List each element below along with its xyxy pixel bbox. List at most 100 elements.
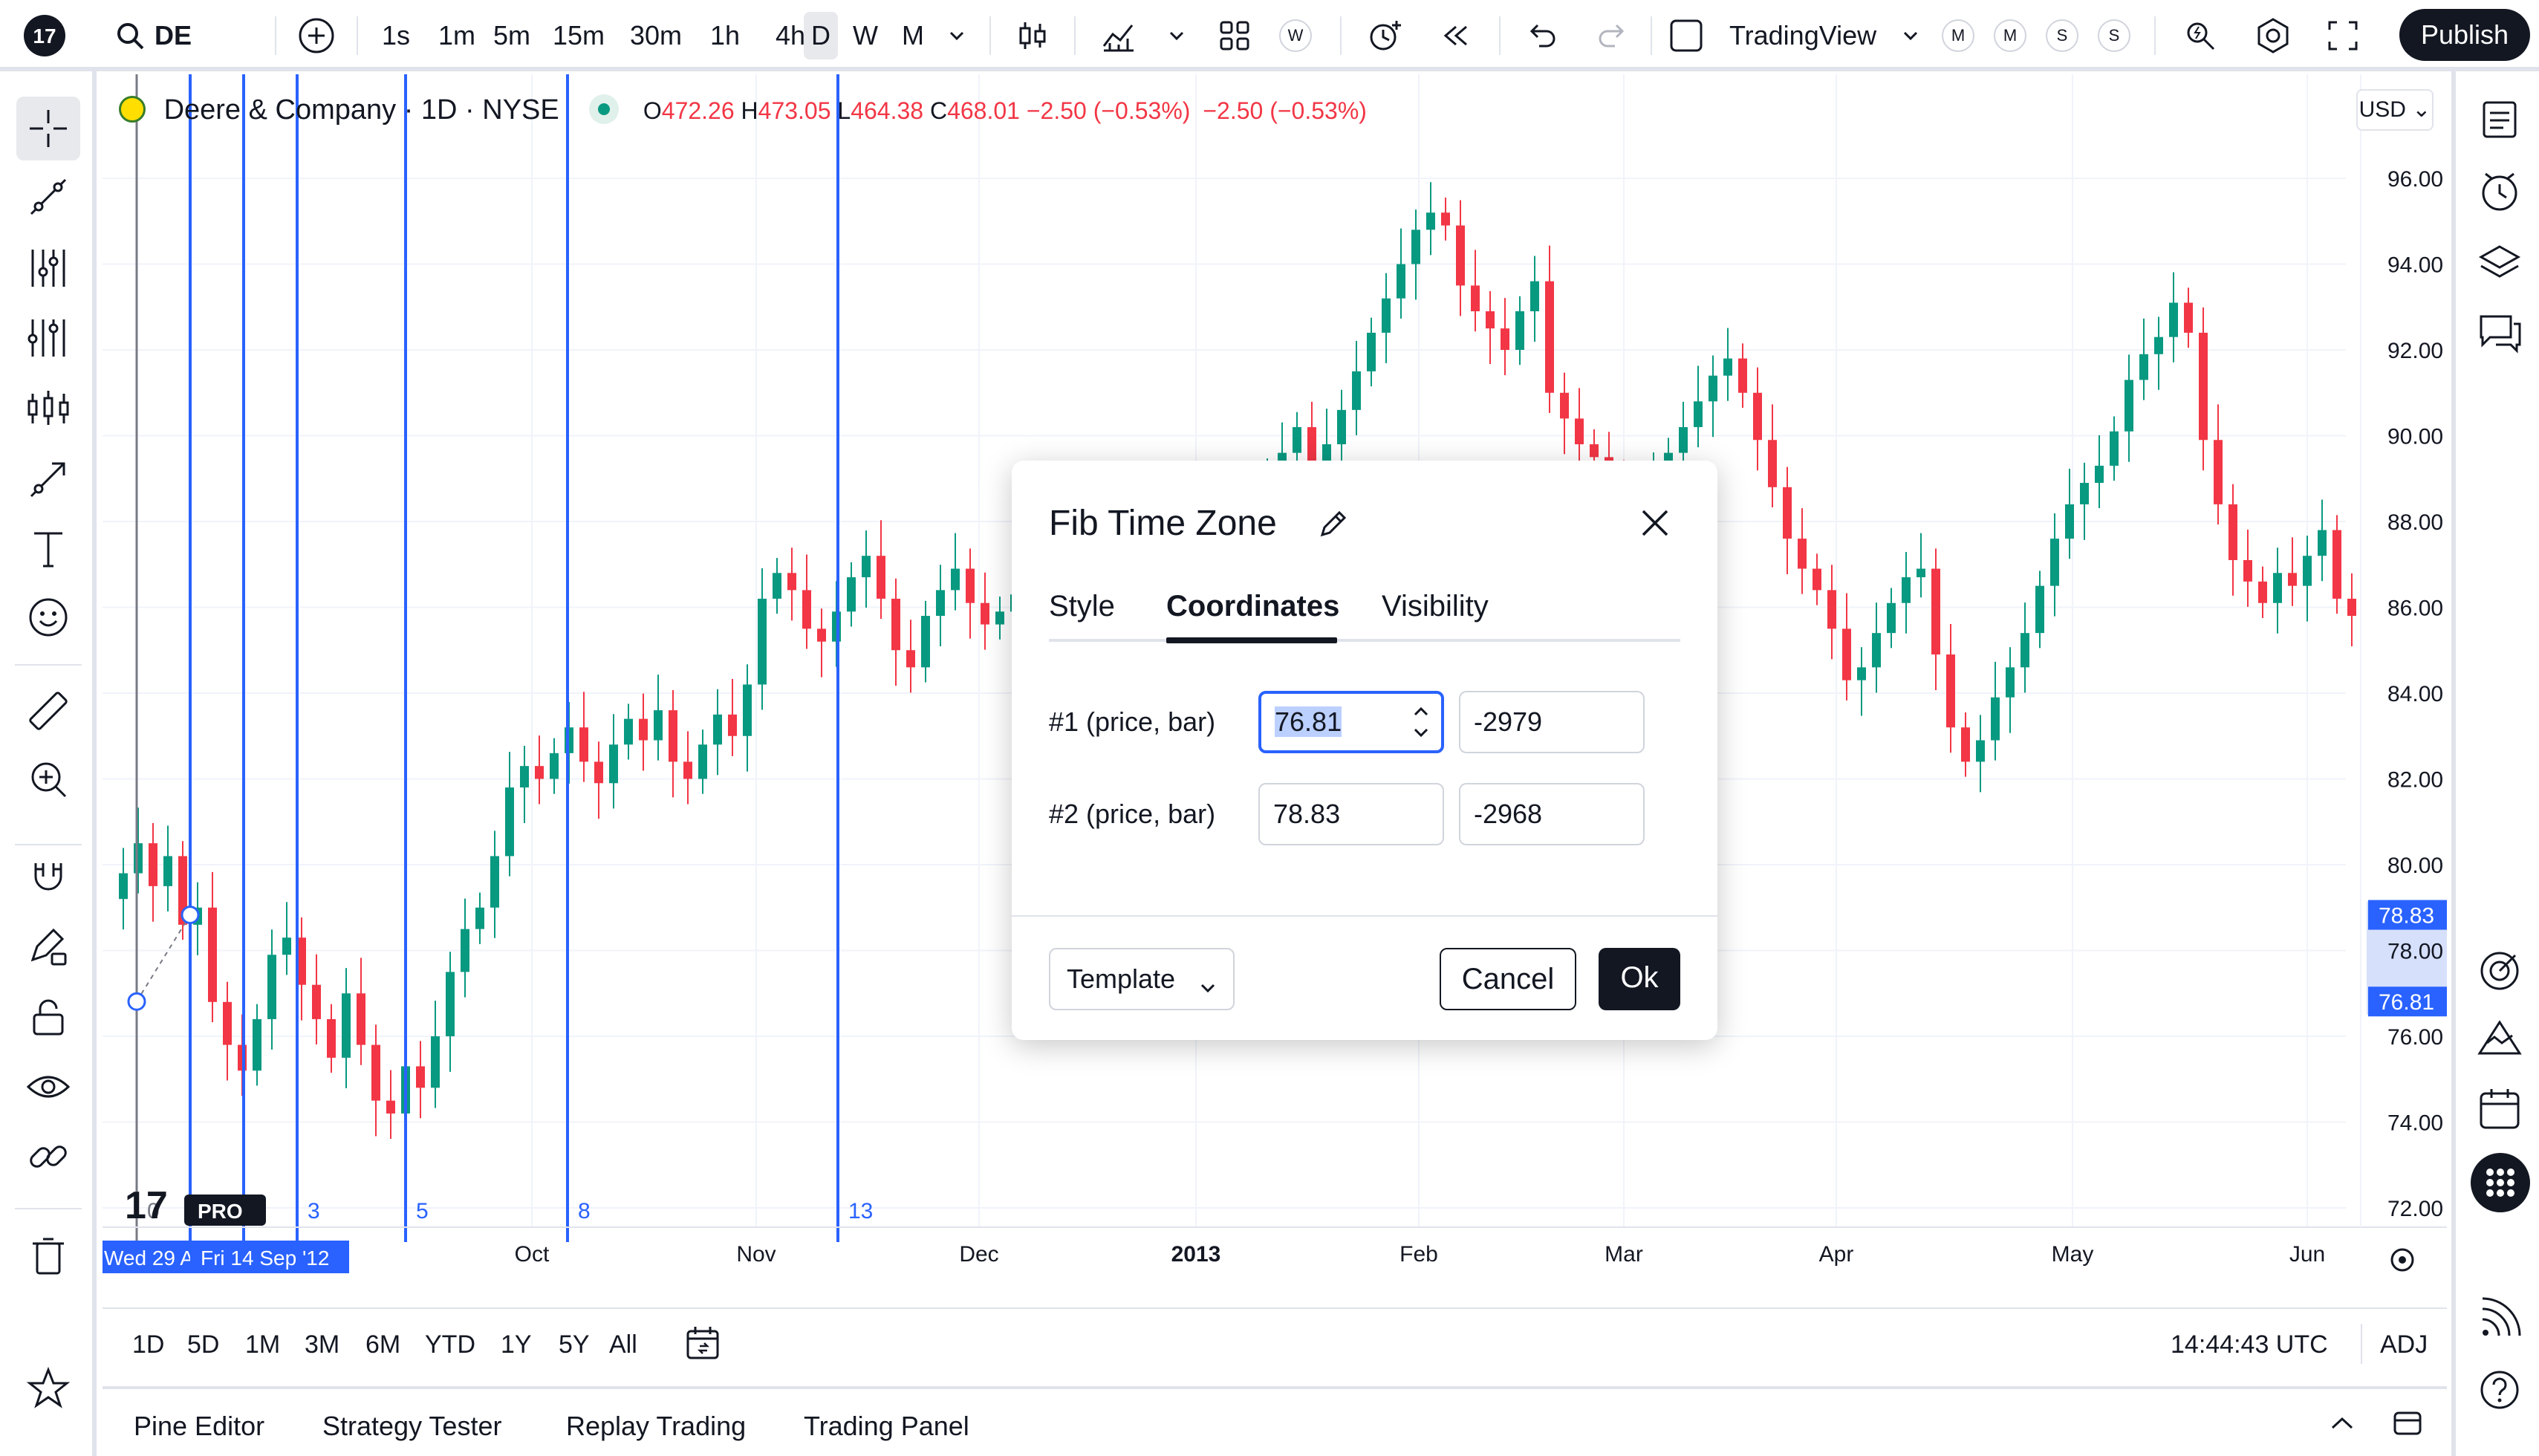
- tradingview-logo-icon[interactable]: 17: [22, 13, 67, 58]
- arrow-icon[interactable]: [22, 453, 74, 505]
- ruler-icon[interactable]: [22, 685, 74, 737]
- fib-anchor-handle-1[interactable]: [127, 992, 146, 1011]
- clock-time[interactable]: 14:44:43 UTC: [2171, 1330, 2328, 1359]
- symbol-search[interactable]: DE: [155, 20, 192, 51]
- interval-1s[interactable]: 1s: [382, 20, 411, 51]
- alerts-clock-icon[interactable]: [2474, 165, 2526, 217]
- row1-bar-input[interactable]: -2979: [1459, 691, 1645, 753]
- layout-chevron-down-icon[interactable]: [1896, 13, 1925, 58]
- maximize-panel-icon[interactable]: [2389, 1404, 2426, 1441]
- chats-icon[interactable]: [2474, 306, 2526, 358]
- interval-d[interactable]: D: [804, 12, 838, 59]
- trash-icon[interactable]: [22, 1230, 74, 1282]
- interval-15m[interactable]: 15m: [553, 20, 605, 51]
- replay-rewind-icon[interactable]: [1434, 13, 1478, 58]
- rename-pencil-icon[interactable]: [1315, 505, 1352, 542]
- range-all[interactable]: All: [609, 1330, 637, 1359]
- stay-in-drawing-mode-icon[interactable]: [22, 921, 74, 973]
- quick-search-icon[interactable]: [2178, 13, 2223, 58]
- signals-target-icon[interactable]: [2474, 945, 2526, 997]
- emoji-icon[interactable]: [22, 591, 74, 643]
- tab-visibility[interactable]: Visibility: [1382, 590, 1489, 623]
- settings-icon[interactable]: [2251, 13, 2295, 58]
- collapse-panel-chevron-up-icon[interactable]: [2324, 1404, 2361, 1441]
- row2-bar-input[interactable]: -2968: [1459, 783, 1645, 845]
- calendar-icon[interactable]: [2474, 1083, 2526, 1135]
- interval-1m[interactable]: 1m: [438, 20, 476, 51]
- favorites-star-icon[interactable]: [22, 1362, 74, 1414]
- link-icon[interactable]: [22, 1131, 74, 1183]
- interval-1h[interactable]: 1h: [710, 20, 741, 51]
- range-3m[interactable]: 3M: [305, 1330, 340, 1359]
- interval-m[interactable]: M: [902, 20, 924, 51]
- quick-s2-button[interactable]: S: [2098, 19, 2130, 52]
- undo-icon[interactable]: [1520, 13, 1564, 58]
- tab-trading-panel[interactable]: Trading Panel: [804, 1411, 969, 1441]
- quick-m2-button[interactable]: M: [1994, 19, 2026, 52]
- quick-m-button[interactable]: M: [1942, 19, 1974, 52]
- tab-coordinates[interactable]: Coordinates: [1166, 590, 1340, 623]
- zoom-in-icon[interactable]: [22, 753, 74, 805]
- layout-grid-icon[interactable]: [1212, 13, 1257, 58]
- range-1m[interactable]: 1M: [245, 1330, 281, 1359]
- ideas-mountain-icon[interactable]: [2474, 1012, 2526, 1064]
- help-question-icon[interactable]: [2474, 1364, 2526, 1416]
- price-stepper-icon[interactable]: [1410, 698, 1432, 746]
- candles-chart-type-icon[interactable]: [1010, 13, 1055, 58]
- indicators-icon[interactable]: [1096, 13, 1141, 58]
- search-icon[interactable]: [111, 13, 149, 58]
- layout-square-icon[interactable]: [1664, 13, 1709, 58]
- trend-line-icon[interactable]: [22, 171, 74, 223]
- products-grid-icon[interactable]: [2469, 1151, 2532, 1214]
- prediction-icon[interactable]: [22, 382, 74, 434]
- patterns-icon[interactable]: [22, 312, 74, 364]
- crosshair-icon[interactable]: [16, 97, 80, 160]
- cancel-button[interactable]: Cancel: [1440, 948, 1576, 1010]
- adjust-data-button[interactable]: ADJ: [2380, 1330, 2428, 1359]
- lock-drawings-icon[interactable]: [22, 991, 74, 1043]
- interval-5m[interactable]: 5m: [493, 20, 531, 51]
- quick-s-button[interactable]: S: [2046, 19, 2078, 52]
- candle-body: [163, 856, 172, 886]
- fib-retracement-icon[interactable]: [22, 242, 74, 294]
- interval-4h[interactable]: 4h: [776, 20, 806, 51]
- chart-settings-gear-icon[interactable]: [2390, 1248, 2414, 1272]
- interval-w[interactable]: W: [853, 20, 878, 51]
- object-tree-layers-icon[interactable]: [2474, 236, 2526, 288]
- compare-add-icon[interactable]: [294, 13, 339, 58]
- range-1d[interactable]: 1D: [132, 1330, 165, 1359]
- alert-add-icon[interactable]: [1362, 13, 1407, 58]
- tab-strategy-tester[interactable]: Strategy Tester: [322, 1411, 502, 1441]
- magnet-icon[interactable]: [22, 851, 74, 903]
- range-1y[interactable]: 1Y: [501, 1330, 532, 1359]
- stream-rss-icon[interactable]: [2474, 1293, 2526, 1345]
- currency-selector[interactable]: USD ⌄: [2356, 89, 2434, 131]
- tab-style[interactable]: Style: [1049, 590, 1115, 623]
- range-5y[interactable]: 5Y: [559, 1330, 590, 1359]
- range-ytd[interactable]: YTD: [425, 1330, 475, 1359]
- indicators-chevron-down-icon[interactable]: [1162, 13, 1192, 58]
- interval-dropdown-chevron-down-icon[interactable]: [942, 13, 972, 58]
- text-tool-icon[interactable]: [22, 523, 74, 575]
- template-dropdown[interactable]: Template: [1049, 948, 1235, 1010]
- hide-drawings-eye-icon[interactable]: [22, 1061, 74, 1113]
- range-5d[interactable]: 5D: [187, 1330, 220, 1359]
- row1-price-input[interactable]: 76.81: [1258, 691, 1444, 753]
- quick-w-button[interactable]: W: [1279, 19, 1312, 52]
- market-status-icon[interactable]: [589, 94, 620, 124]
- fib-anchor-handle-2[interactable]: [181, 906, 200, 925]
- ok-button[interactable]: Ok: [1599, 948, 1680, 1010]
- go-to-date-icon[interactable]: [682, 1322, 724, 1364]
- publish-button[interactable]: Publish: [2399, 9, 2530, 61]
- symbol-description[interactable]: Deere & Company · 1D · NYSE: [163, 94, 559, 126]
- redo-icon[interactable]: [1590, 13, 1634, 58]
- watchlist-icon[interactable]: [2474, 94, 2526, 146]
- range-6m[interactable]: 6M: [365, 1330, 401, 1359]
- tab-pine-editor[interactable]: Pine Editor: [134, 1411, 265, 1441]
- tab-replay-trading[interactable]: Replay Trading: [566, 1411, 747, 1441]
- layout-name[interactable]: TradingView: [1729, 20, 1877, 51]
- close-icon[interactable]: [1633, 501, 1677, 545]
- interval-30m[interactable]: 30m: [630, 20, 683, 51]
- row2-price-input[interactable]: 78.83: [1258, 783, 1444, 845]
- fullscreen-icon[interactable]: [2321, 13, 2365, 58]
